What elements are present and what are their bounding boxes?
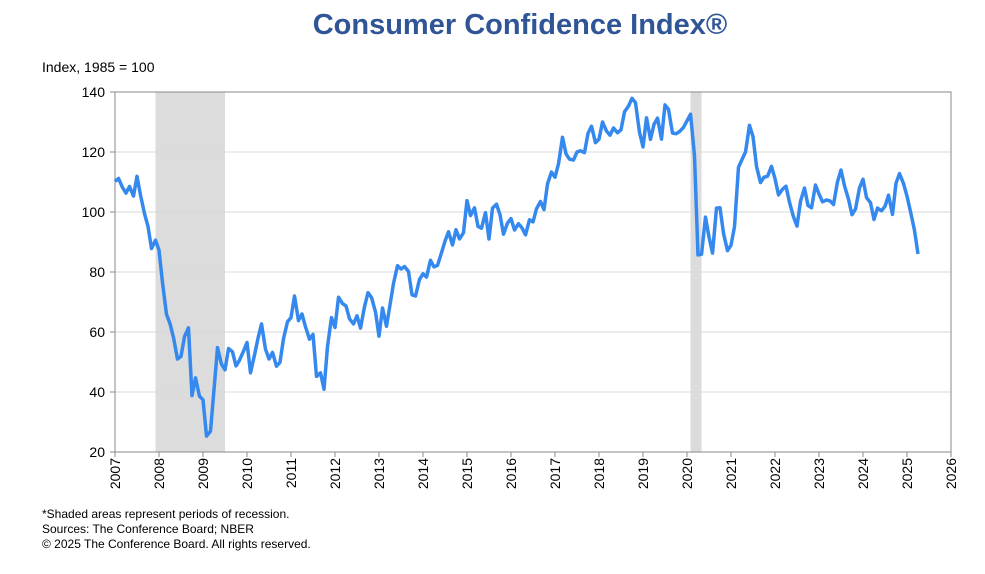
y-axis-label: Index, 1985 = 100 [42,59,155,75]
x-tick-label: 2007 [107,458,123,489]
chart-title: Consumer Confidence Index® [313,9,728,41]
x-tick-label: 2012 [327,458,343,489]
y-tick-label: 140 [82,84,106,100]
plot-frame [114,91,952,453]
x-tick-label: 2025 [899,458,915,489]
x-tick-label: 2021 [723,458,739,489]
x-tick-label: 2023 [811,458,827,489]
x-tick-label: 2009 [195,458,211,489]
x-tick-label: 2026 [943,458,959,489]
footnote: © 2025 The Conference Board. All rights … [42,537,311,551]
x-tick-label: 2019 [635,458,651,489]
footnote: Sources: The Conference Board; NBER [42,522,254,536]
x-tick-label: 2024 [855,458,871,489]
x-tick-label: 2008 [151,458,167,489]
x-tick-label: 2011 [283,458,299,488]
x-tick-label: 2010 [239,458,255,489]
footnote: *Shaded areas represent periods of reces… [42,507,289,521]
x-tick-label: 2018 [591,458,607,489]
y-tick-label: 60 [89,324,105,340]
x-tick-label: 2022 [767,458,783,489]
data-line [113,96,920,438]
x-tick-label: 2017 [547,458,563,489]
y-tick-label: 40 [89,384,105,400]
x-tick-label: 2020 [679,458,695,489]
x-tick-label: 2014 [415,458,431,489]
y-tick-label: 120 [82,144,106,160]
y-tick-label: 20 [89,444,105,460]
y-tick-label: 100 [82,204,106,220]
x-tick-label: 2015 [459,458,475,489]
x-tick-label: 2013 [371,458,387,489]
x-tick-label: 2016 [503,458,519,489]
y-tick-label: 80 [89,264,105,280]
